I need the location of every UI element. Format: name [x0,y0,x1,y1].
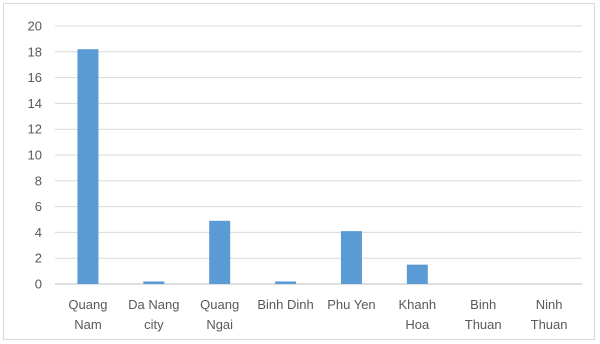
x-tick-label: Hoa [405,317,430,332]
y-tick-label: 14 [28,96,42,111]
x-tick-label: Nam [74,317,101,332]
x-tick-label: Khanh [399,297,437,312]
y-tick-label: 18 [28,44,42,59]
y-tick-label: 2 [35,251,42,266]
bar [209,220,231,284]
x-tick-label: Ngai [206,317,233,332]
bar [406,264,428,284]
y-tick-label: 12 [28,122,42,137]
bar [275,281,297,284]
x-tick-label: Binh Dinh [257,297,313,312]
y-tick-label: 16 [28,70,42,85]
bar [77,49,99,284]
y-tick-label: 6 [35,199,42,214]
x-tick-label: Thuan [531,317,568,332]
y-tick-label: 0 [35,277,42,292]
x-tick-label: Binh [470,297,496,312]
x-tick-label: Ninh [536,297,563,312]
y-tick-label: 20 [28,19,42,34]
x-tick-label: Da Nang [128,297,179,312]
y-tick-label: 10 [28,148,42,163]
x-tick-label: Phu Yen [327,297,375,312]
x-tick-label: city [144,317,164,332]
y-tick-label: 8 [35,173,42,188]
x-tick-label: Quang [200,297,239,312]
x-tick-label: Thuan [465,317,502,332]
bar [143,281,165,284]
y-tick-label: 4 [35,225,42,240]
bar [340,231,362,284]
x-tick-label: Quang [68,297,107,312]
